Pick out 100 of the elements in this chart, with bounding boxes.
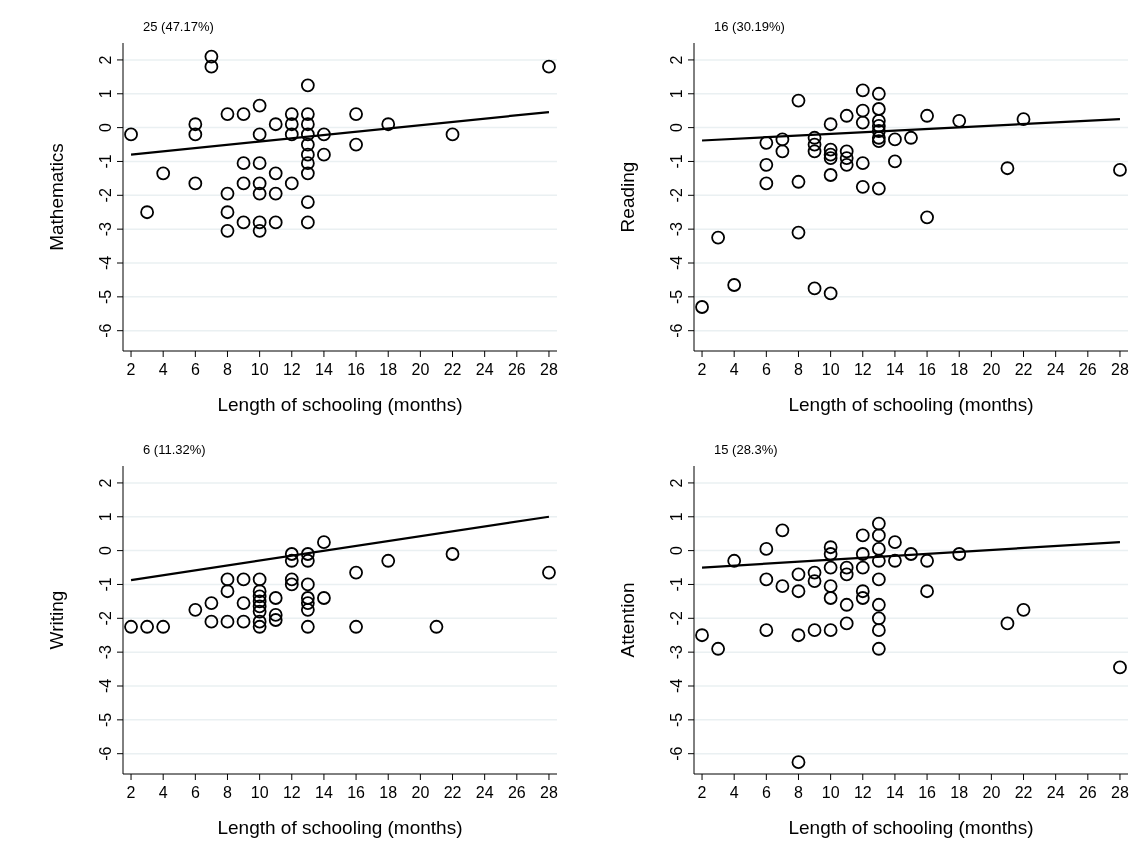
point: [855, 560, 870, 575]
x-tick-label: 20: [982, 361, 1001, 378]
x-tick-label: 10: [821, 784, 840, 801]
point: [823, 151, 838, 165]
x-tick-label: 26: [1078, 361, 1097, 378]
point: [284, 547, 299, 561]
point: [220, 107, 235, 121]
y-tick-label: -6: [97, 323, 114, 338]
x-axis-title: Length of schooling (months): [217, 817, 463, 838]
point: [695, 300, 709, 314]
point: [855, 547, 870, 561]
y-axis-title: Reading: [617, 161, 638, 233]
point: [807, 623, 822, 638]
point: [759, 572, 774, 587]
x-tick-label: 8: [223, 361, 233, 378]
point: [284, 176, 299, 191]
point: [855, 83, 870, 98]
x-tick-label: 26: [1078, 784, 1097, 801]
x-tick-label: 24: [1046, 784, 1065, 801]
point: [284, 117, 299, 132]
x-tick-label: 18: [379, 361, 398, 378]
y-tick-label: -4: [668, 678, 685, 694]
point: [252, 223, 267, 238]
x-tick-label: 4: [158, 784, 168, 801]
point: [839, 157, 854, 172]
point: [888, 132, 902, 147]
y-tick-label: 2: [97, 478, 114, 488]
point: [839, 144, 854, 159]
point: [220, 614, 235, 629]
y-tick-label: -3: [97, 221, 114, 237]
point: [381, 117, 396, 132]
point: [711, 230, 726, 245]
x-tick-label: 22: [443, 784, 462, 801]
point: [220, 186, 235, 201]
x-tick-label: 18: [379, 784, 398, 801]
x-tick-label: 22: [1014, 784, 1033, 801]
y-tick-label: 1: [668, 89, 685, 99]
point: [727, 278, 742, 292]
x-tick-label: 4: [158, 361, 168, 378]
point: [300, 147, 315, 162]
point: [236, 107, 251, 121]
point: [759, 542, 774, 556]
y-tick-label: -3: [668, 221, 685, 237]
x-tick-label: 14: [315, 361, 333, 378]
point: [204, 59, 219, 74]
point: [300, 127, 315, 142]
point: [871, 86, 886, 101]
x-tick-label: 4: [729, 361, 739, 378]
point: [871, 119, 886, 133]
point: [839, 567, 854, 582]
point: [140, 619, 155, 634]
point: [268, 117, 283, 132]
point: [871, 124, 886, 138]
point: [188, 602, 203, 617]
point: [252, 589, 267, 604]
y-tick-label: -2: [97, 611, 114, 626]
point: [839, 560, 854, 575]
x-tick-label: 14: [886, 361, 904, 378]
x-tick-label: 12: [853, 361, 872, 378]
point: [220, 205, 235, 220]
point: [759, 623, 774, 638]
point: [791, 225, 806, 240]
y-tick-label: -3: [97, 644, 114, 660]
point: [542, 59, 556, 74]
point: [807, 281, 822, 296]
point: [236, 596, 251, 610]
point: [284, 572, 299, 587]
y-tick-label: -1: [668, 577, 685, 592]
y-tick-label: -4: [97, 255, 114, 271]
point: [252, 215, 267, 230]
point: [727, 553, 742, 568]
point: [823, 142, 838, 157]
point: [823, 168, 838, 182]
y-tick-label: -3: [668, 644, 685, 660]
x-axis-title: Length of schooling (months): [788, 817, 1034, 838]
x-tick-label: 28: [540, 784, 558, 801]
point: [855, 528, 870, 543]
y-tick-label: -1: [97, 577, 114, 592]
point: [188, 127, 203, 142]
point: [920, 108, 934, 123]
x-tick-label: 28: [1111, 361, 1129, 378]
point: [1000, 161, 1015, 176]
point: [300, 547, 315, 561]
point: [317, 147, 331, 162]
point: [952, 113, 967, 128]
point: [920, 210, 934, 225]
y-tick-label: 0: [668, 546, 685, 556]
point: [871, 623, 886, 638]
point: [807, 565, 822, 580]
x-tick-label: 16: [918, 361, 937, 378]
point: [124, 619, 138, 634]
point: [1016, 602, 1031, 617]
point: [871, 572, 886, 587]
text: 16 (30.19%): [714, 19, 785, 34]
point: [871, 102, 886, 116]
x-tick-label: 16: [918, 784, 937, 801]
point: [252, 156, 267, 171]
point: [252, 594, 267, 609]
point: [871, 130, 886, 145]
point: [839, 151, 854, 165]
